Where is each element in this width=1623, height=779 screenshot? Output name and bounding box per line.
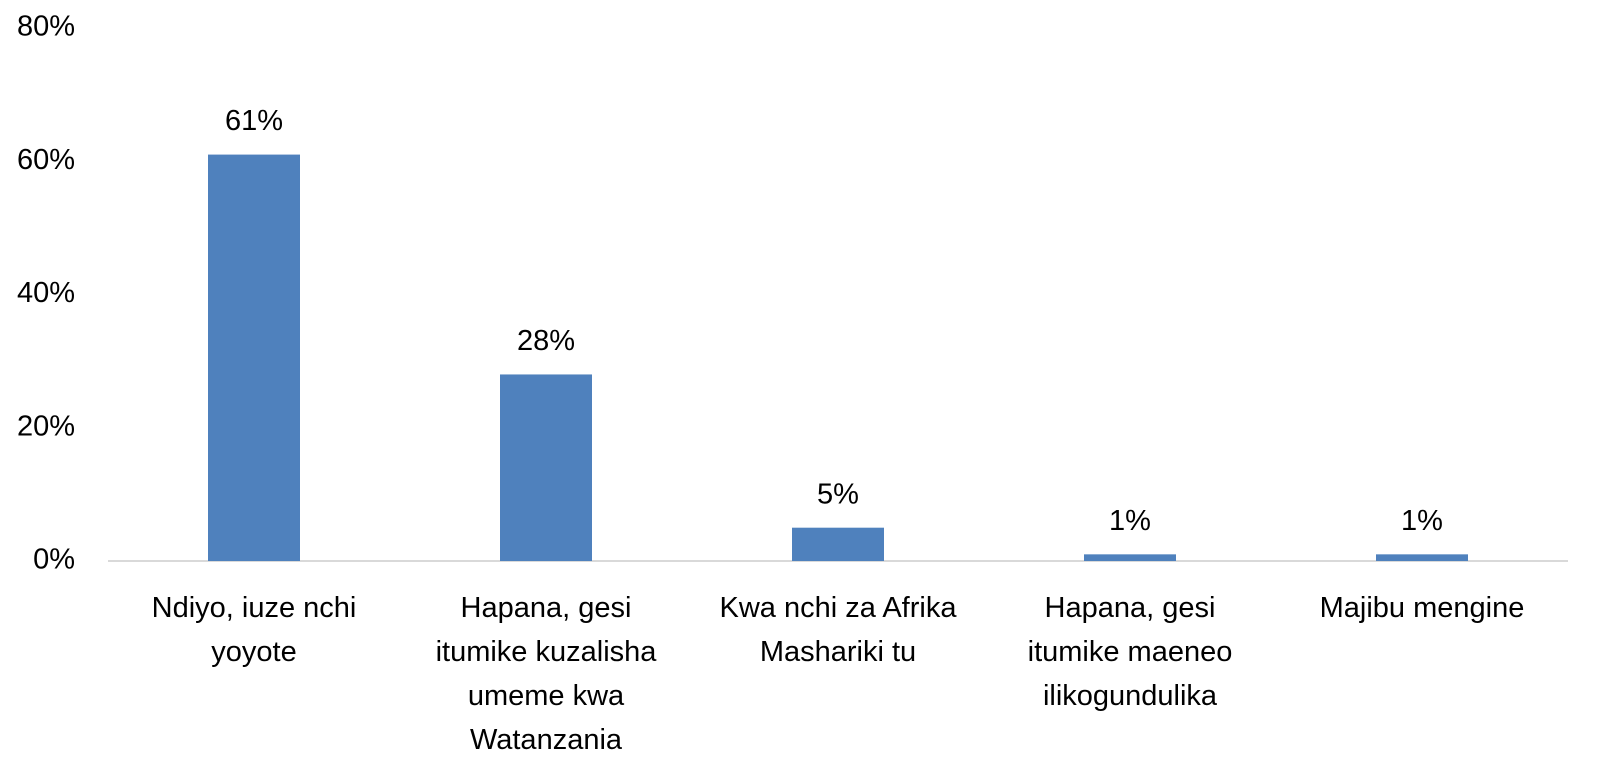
bar [1084,554,1176,561]
x-tick-label: Ndiyo, iuze nchi yoyote [151,592,357,668]
bar [208,154,300,561]
y-tick-label: 80% [17,11,75,43]
data-label: 5% [817,478,859,510]
x-tick-label: Hapana, gesi itumike maeneo ilikogunduli… [1027,592,1233,712]
data-label: 28% [517,325,575,357]
x-tick-label: Majibu mengine [1319,592,1525,624]
x-tick-label: Hapana, gesi itumike kuzalisha umeme kwa… [435,592,657,756]
y-tick-label: 40% [17,277,75,309]
y-tick-label: 20% [17,410,75,442]
data-label: 1% [1109,505,1151,537]
bar [500,374,592,561]
x-tick-label: Kwa nchi za Afrika Mashariki tu [719,592,957,668]
data-label: 61% [225,105,283,137]
data-label: 1% [1401,505,1443,537]
bar [1376,554,1468,561]
y-tick-label: 0% [33,544,75,576]
y-tick-label: 60% [17,144,75,176]
bar [792,527,884,561]
